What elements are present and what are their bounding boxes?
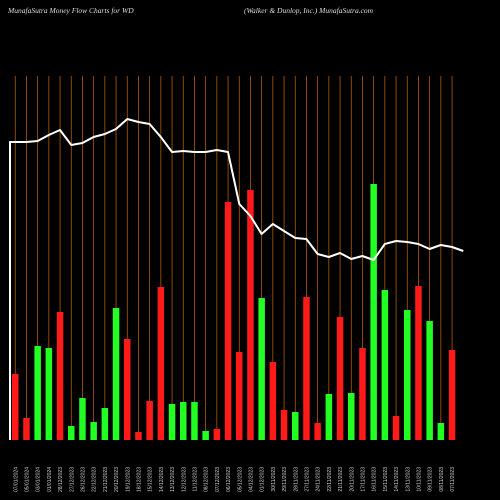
x-tick-label: 13/12/2023 [170,467,176,492]
x-tick-label: 12/12/2023 [181,467,187,492]
x-tick-label: 28/12/2023 [58,467,64,492]
money-flow-bar [224,202,232,440]
x-tick-label: 21/11/2023 [338,467,344,492]
money-flow-bar [124,339,131,440]
money-flow-bar [45,348,53,440]
money-flow-bar [303,297,310,440]
x-tick-label: 27/11/2023 [304,467,310,492]
x-tick-label: 20/11/2023 [349,467,355,492]
money-flow-bar [325,394,333,440]
x-tick-label: 01/01/2024 [47,467,53,492]
money-flow-bar [292,412,299,440]
x-tick-label: 07/12/2023 [215,467,221,492]
x-tick-label: 15/12/2023 [148,467,154,492]
money-flow-bar [336,317,344,440]
x-tick-label: 15/11/2023 [383,467,389,492]
chart-title-left: MunafaSutra Money Flow Charts for WD [8,6,134,15]
money-flow-bar [68,426,75,440]
x-tick-label: 20/12/2023 [114,467,120,492]
x-tick-label: 14/12/2023 [159,467,165,492]
x-tick-label: 28/11/2023 [293,467,299,492]
money-flow-bar [90,422,97,440]
x-tick-label: 21/12/2023 [103,467,109,492]
money-flow-bar [157,287,165,440]
chart-title-right: (Walker & Dunlop, Inc.) MunafaSutra.com [244,6,374,15]
money-flow-bar [426,321,433,440]
money-flow-bar [56,312,64,440]
money-flow-bar [202,431,209,440]
money-flow-bar [112,308,120,440]
x-tick-label: 16/11/2023 [372,467,378,492]
money-flow-bar [415,286,422,440]
x-tick-label: 22/12/2023 [92,467,98,492]
money-flow-bar [280,410,288,440]
x-axis-labels: 07/01/2024 05/01/2024 03/01/2024 01/01/2024… [13,467,456,492]
money-flow-bar [247,190,254,440]
money-flow-bar [101,408,109,440]
money-flow-bar [448,350,456,440]
money-flow-bar [213,429,221,440]
money-flow-bar [135,432,142,440]
x-tick-label: 24/11/2023 [316,467,322,492]
x-tick-label: 19/12/2023 [125,467,131,492]
x-tick-label: 07/01/2024 [13,467,19,492]
money-flow-bar [370,184,377,440]
money-flow-bar [12,374,19,440]
money-flow-bar [168,404,176,440]
x-tick-label: 26/12/2023 [80,467,86,492]
x-tick-label: 22/11/2023 [327,467,333,492]
x-tick-label: 07/11/2023 [450,467,456,492]
x-tick-label: 29/11/2023 [282,467,288,492]
x-tick-label: 08/11/2023 [439,467,445,492]
x-tick-label: 03/01/2024 [36,467,42,492]
x-tick-label: 27/12/2023 [69,467,75,492]
money-flow-bar [23,418,30,440]
price-line-layer [9,118,464,440]
money-flow-bar [258,298,265,440]
x-tick-label: 06/12/2023 [226,467,232,492]
money-flow-bar [236,352,243,440]
price-line [9,118,464,440]
x-tick-label: 18/12/2023 [136,467,142,492]
x-tick-label: 04/12/2023 [248,467,254,492]
money-flow-bars [12,184,456,440]
x-tick-label: 09/11/2023 [428,467,434,492]
x-tick-label: 13/11/2023 [405,467,411,492]
money-flow-bar [34,346,41,440]
x-tick-label: 01/12/2023 [260,467,266,492]
money-flow-bar [269,362,277,440]
money-flow-bar [359,348,366,440]
money-flow-bar [191,402,198,440]
money-flow-bar [404,310,411,440]
x-tick-label: 05/12/2023 [237,467,243,492]
money-flow-bar [348,393,355,440]
money-flow-bar [146,401,153,440]
x-tick-label: 05/01/2024 [24,467,30,492]
money-flow-bar [79,398,86,440]
x-tick-label: 11/12/2023 [192,467,198,492]
x-tick-label: 08/12/2023 [204,467,210,492]
money-flow-bar [437,423,445,440]
x-tick-label: 14/11/2023 [394,467,400,492]
money-flow-bar [381,290,389,440]
x-tick-label: 17/11/2023 [360,467,366,492]
x-tick-label: 30/11/2023 [271,467,277,492]
money-flow-bar [314,423,321,440]
money-flow-bar [180,402,187,440]
x-tick-label: 10/11/2023 [416,467,422,492]
money-flow-bar [392,416,400,440]
